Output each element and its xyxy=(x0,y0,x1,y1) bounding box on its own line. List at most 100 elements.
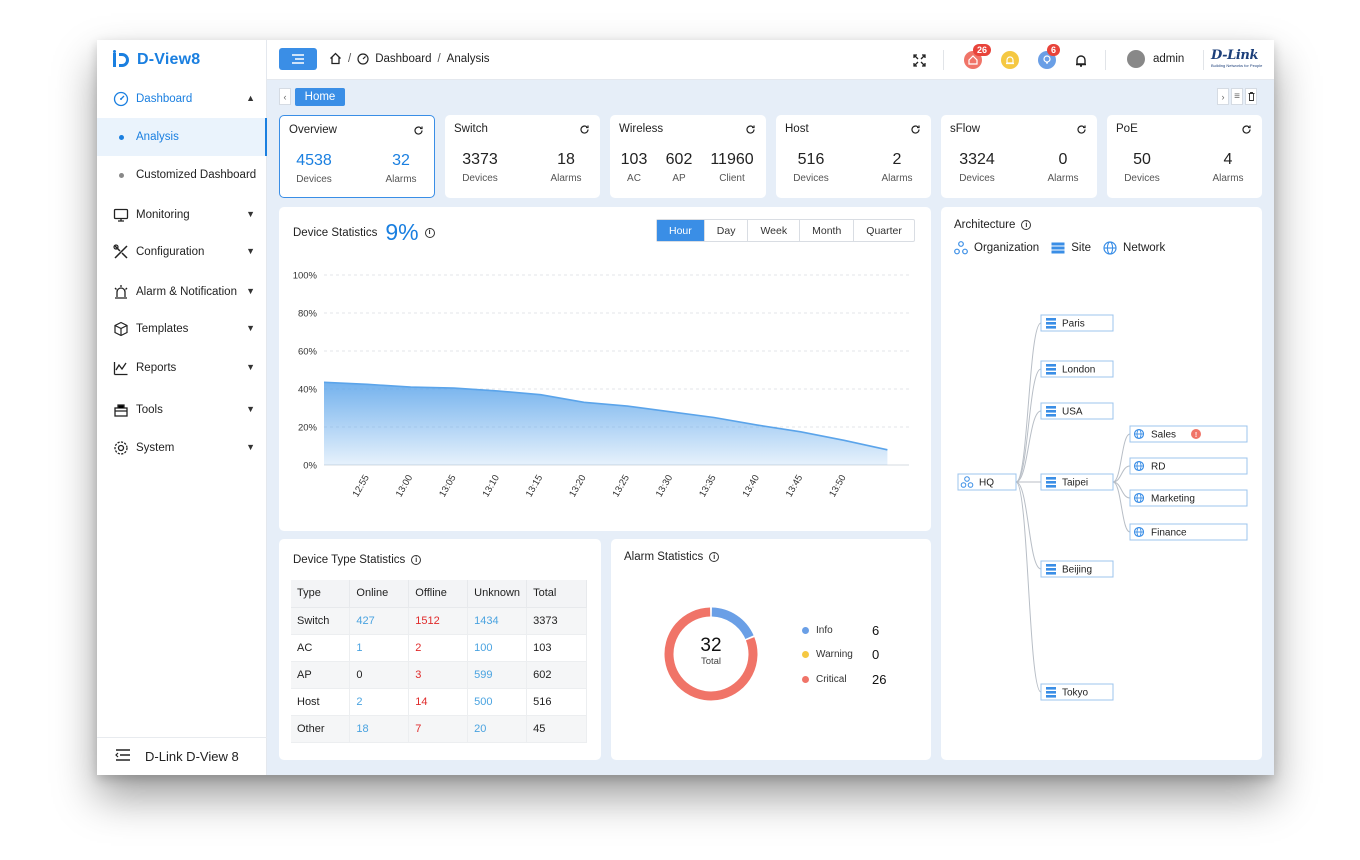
refresh-icon[interactable] xyxy=(745,124,756,135)
user-menu[interactable]: admin xyxy=(1127,50,1184,68)
online-cell[interactable]: 18 xyxy=(349,715,410,743)
stat-alarms: 0 Alarms xyxy=(1047,151,1079,184)
sidebar-item-templates[interactable]: Templates ▼ xyxy=(97,317,267,341)
legend-info[interactable]: Info 6 xyxy=(802,623,879,638)
total-cell: 3373 xyxy=(526,607,587,635)
refresh-icon[interactable] xyxy=(910,124,921,135)
stat-card-host[interactable]: Host 516 Devices 2 Alarms xyxy=(776,115,931,198)
unknown-cell[interactable]: 599 xyxy=(467,661,528,689)
sidebar-subitem-customized-dashboard[interactable]: Customized Dashboard xyxy=(97,156,267,194)
offline-cell[interactable]: 7 xyxy=(408,715,469,743)
unknown-cell[interactable]: 100 xyxy=(467,634,528,662)
unknown-cell[interactable]: 500 xyxy=(467,688,528,716)
tree-node-finance[interactable]: Finance xyxy=(1129,523,1248,541)
info-icon[interactable]: i xyxy=(709,552,720,562)
y-tick-label: 60% xyxy=(298,347,318,358)
device-type-header: Device Type Statistics i xyxy=(293,554,422,566)
range-tab-quarter[interactable]: Quarter xyxy=(866,224,902,237)
collapse-menu-icon xyxy=(115,748,131,765)
tree-node-rd[interactable]: RD xyxy=(1129,457,1248,475)
range-tab-day[interactable]: Day xyxy=(705,220,749,241)
tab-home[interactable]: Home xyxy=(295,88,345,106)
top-header: / Dashboard / Analysis 26 6 xyxy=(267,40,1274,80)
divider xyxy=(943,50,944,70)
sidebar-item-tools[interactable]: Tools ▼ xyxy=(97,398,267,422)
offline-cell[interactable]: 3 xyxy=(408,661,469,689)
range-tab-week[interactable]: Week xyxy=(748,220,801,241)
notification-button[interactable] xyxy=(1071,50,1091,70)
sidebar-item-configuration[interactable]: Configuration ▼ xyxy=(97,240,267,264)
online-cell[interactable]: 427 xyxy=(349,607,410,635)
legend-warning[interactable]: Warning 0 xyxy=(802,647,879,662)
tab-scroll-left-button[interactable]: ‹ xyxy=(279,88,291,105)
info-icon[interactable]: i xyxy=(424,227,435,238)
sidebar-item-reports[interactable]: Reports ▼ xyxy=(97,356,267,380)
site-icon xyxy=(1046,564,1056,575)
tab-list-button[interactable]: ≡ xyxy=(1231,88,1243,105)
refresh-icon[interactable] xyxy=(413,125,424,136)
refresh-icon[interactable] xyxy=(1076,124,1087,135)
sidebar-item-label: Tools xyxy=(136,404,163,416)
online-cell[interactable]: 2 xyxy=(349,688,410,716)
range-tab-hour[interactable]: Hour xyxy=(657,220,705,241)
tree-node-beijing[interactable]: Beijing xyxy=(1040,560,1114,578)
legend-critical[interactable]: Critical 26 xyxy=(802,672,886,687)
arch-tab-network[interactable]: Network xyxy=(1103,241,1165,255)
tree-node-usa[interactable]: USA xyxy=(1040,402,1114,420)
refresh-icon[interactable] xyxy=(1241,124,1252,135)
arch-tab-organization[interactable]: Organization xyxy=(954,241,1039,255)
offline-cell[interactable]: 2 xyxy=(408,634,469,662)
info-icon[interactable]: i xyxy=(411,555,422,565)
tree-node-sales[interactable]: Sales! xyxy=(1129,425,1248,443)
sidebar-subitem-analysis[interactable]: Analysis xyxy=(97,118,267,156)
stat-card-sflow[interactable]: sFlow 3324 Devices 0 Alarms xyxy=(941,115,1097,198)
warning-alarm-button[interactable] xyxy=(1000,50,1020,70)
stat-card-wireless[interactable]: Wireless 103 AC 602 AP 11960 Client xyxy=(610,115,766,198)
chevron-down-icon: ▼ xyxy=(246,286,255,296)
x-tick-label: 13:50 xyxy=(827,473,848,499)
home-icon[interactable] xyxy=(329,52,342,65)
breadcrumb-dashboard[interactable]: Dashboard xyxy=(375,52,432,65)
stat-card-switch[interactable]: Switch 3373 Devices 18 Alarms xyxy=(445,115,600,198)
unknown-cell[interactable]: 1434 xyxy=(467,607,528,635)
tab-scroll-right-button[interactable]: › xyxy=(1217,88,1229,105)
tree-node-london[interactable]: London xyxy=(1040,360,1114,378)
tree-node-marketing[interactable]: Marketing xyxy=(1129,489,1248,507)
fullscreen-button[interactable] xyxy=(909,50,929,70)
menu-toggle-button[interactable] xyxy=(279,48,317,70)
offline-cell[interactable]: 14 xyxy=(408,688,469,716)
info-icon[interactable]: i xyxy=(1021,220,1032,230)
tree-node-tokyo[interactable]: Tokyo xyxy=(1040,683,1114,701)
y-tick-label: 100% xyxy=(293,271,318,282)
sidebar-item-system[interactable]: System ▼ xyxy=(97,436,267,460)
sidebar-item-label: Alarm & Notification xyxy=(136,286,237,298)
network-globe-icon xyxy=(1133,492,1145,504)
unknown-cell[interactable]: 20 xyxy=(467,715,528,743)
table-row: Host 2 14 500 516 xyxy=(291,688,587,716)
sidebar-item-monitoring[interactable]: Monitoring ▼ xyxy=(97,203,267,227)
sidebar-item-dashboard[interactable]: Dashboard ▲ xyxy=(97,87,267,111)
offline-cell[interactable]: 1512 xyxy=(408,607,469,635)
stat-card-poe[interactable]: PoE 50 Devices 4 Alarms xyxy=(1107,115,1262,198)
tree-node-paris[interactable]: Paris xyxy=(1040,314,1114,332)
tree-node-taipei[interactable]: Taipei xyxy=(1040,473,1114,491)
critical-alarm-button[interactable]: 26 xyxy=(963,44,992,70)
total-cell: 602 xyxy=(526,661,587,689)
info-count-badge: 6 xyxy=(1047,44,1061,56)
column-header: Type xyxy=(291,580,351,608)
range-tab-month[interactable]: Month xyxy=(800,220,855,241)
online-cell[interactable]: 1 xyxy=(349,634,410,662)
refresh-icon[interactable] xyxy=(579,124,590,135)
arch-tab-site[interactable]: Site xyxy=(1051,241,1091,255)
app-logo[interactable]: D-View8 xyxy=(111,48,200,72)
device-statistics-panel: Device Statistics 9% i Hour Day Week Mon… xyxy=(279,207,931,531)
tab-close-all-button[interactable] xyxy=(1245,88,1257,105)
info-alarm-button[interactable]: 6 xyxy=(1037,44,1061,70)
stat-card-overview[interactable]: Overview 4538 Devices 32 Alarms xyxy=(279,115,435,198)
sidebar-item-alarm-notification[interactable]: Alarm & Notification ▼ xyxy=(97,280,267,304)
alarm-statistics-panel: Alarm Statistics i 32 Total Info 6 Warni… xyxy=(611,539,931,760)
legend-label: Critical xyxy=(816,674,847,685)
tree-node-hq[interactable]: HQ xyxy=(957,473,1017,491)
sidebar-collapse-toggle[interactable]: D-Link D-View 8 xyxy=(97,737,267,775)
alarm-badge-icon xyxy=(1191,429,1201,439)
